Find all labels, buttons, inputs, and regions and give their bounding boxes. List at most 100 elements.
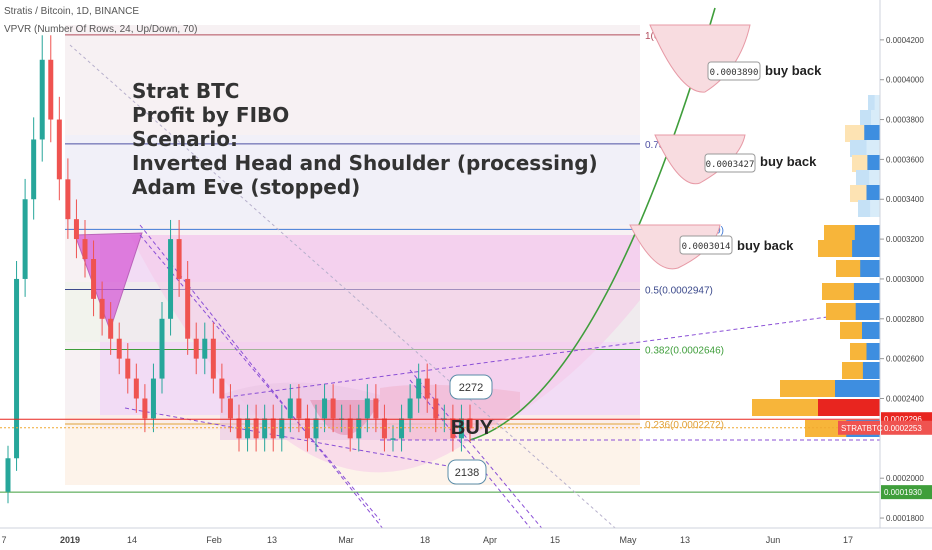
annotation-line-2: Profit by FIBO [132,103,289,127]
buy-back-price-box-2 [704,153,756,173]
x-tick-label-11: Jun [766,535,781,545]
vp-row-up-5 [869,170,880,187]
candle-body-19 [168,239,174,319]
candle-body-2 [22,199,28,279]
vp-row-up-11 [853,283,880,300]
buy-back-price-1: 0.0003890 [710,68,759,78]
shoulder-dip [310,400,380,435]
candle-body-15 [133,378,139,399]
vp-row-up-2 [864,125,880,142]
buy-back-price-2: 0.0003427 [706,160,755,170]
right-down-1 [409,379,541,541]
candle-body-16 [142,398,148,419]
candle-body-21 [185,278,191,339]
vp-row-up-8 [854,225,880,242]
candle-body-50 [433,398,439,419]
down-trend-1 [139,224,401,550]
vp-row-up-10 [860,260,880,277]
indicator-title[interactable]: VPVR (Number Of Rows, 24, Up/Down, 70) [4,24,197,35]
y-axis-ticks: 0.0004200 0.0004000 0.0003800 0.0003600 0.00… [880,36,924,523]
price-tag-label-2: 0.0001930 [884,488,922,497]
y-tick-label-9: 0.0002400 [886,394,924,403]
candle-body-34 [296,398,302,419]
vp-row-up-15 [862,362,880,379]
candle-body-47 [407,398,413,419]
annotation-line-5: Adam Eve (stopped) [132,175,360,199]
y-tick-label-10: 0.0002000 [886,474,924,483]
annotation-line-4: Inverted Head and Shoulder (processing) [132,151,598,175]
candle-body-23 [202,338,208,359]
candle-body-37 [322,398,328,419]
vp-row-up-3 [866,140,880,157]
symbol-title[interactable]: Stratis / Bitcoin, 1D, BINANCE [4,6,139,17]
candle-body-25 [219,378,225,399]
y-tick-label-7: 0.0002800 [886,315,924,324]
buy-back-callout-2: 0.0003427 buy back [704,153,817,173]
candle-body-9 [82,239,88,260]
candle-body-4 [39,59,45,140]
candle-body-35 [304,418,310,439]
x-tick-label-3: Feb [206,535,222,545]
x-tick-label-5: Mar [338,535,354,545]
price-tag-label-1: 0.0002253 [884,424,922,433]
candle-body-14 [125,358,131,379]
x-axis-ticks: 7 2019 14 Feb 13 Mar 18 Apr 15 May 13 Jun 17 [1,535,853,545]
y-axis-panel[interactable] [880,0,932,528]
candle-body-7 [65,179,71,220]
callout-2272: 2272 [459,382,483,394]
candle-body-3 [31,139,37,200]
price-tag-1 [881,420,932,435]
buy-back-callout-1: 0.0003890 buy back [707,61,822,81]
y-tick-label-3: 0.0003600 [886,155,924,164]
candle-body-33 [287,398,293,419]
support-line [124,407,471,471]
y-tick-label-0: 0.0004200 [886,36,924,45]
x-tick-label-7: Apr [483,535,497,545]
x-tick-label-10: 13 [680,535,690,545]
vp-row-up-0 [874,95,880,112]
candle-body-12 [108,318,114,339]
candle-body-48 [416,378,422,399]
candle-body-1 [14,278,20,459]
candle-body-11 [99,298,105,319]
symbol-tag-label: STRATBTC [841,424,883,433]
trend-lines [124,224,881,550]
buy-back-arc-2 [654,134,746,185]
fib-zone-upper [65,135,640,225]
candle-body-13 [116,338,122,359]
candle-body-0 [5,458,11,492]
candle-body-43 [373,398,379,419]
buy-back-label-3: buy back [737,238,794,253]
neckline [219,309,881,399]
vp-row-up-9 [852,240,880,257]
candle-body-38 [330,398,336,419]
candle-body-52 [450,418,456,439]
candle-body-40 [347,418,353,439]
buy-back-price-box-1 [707,61,761,81]
x-axis-panel[interactable] [0,528,880,550]
candle-body-29 [253,418,259,439]
symbol-tag [838,420,880,435]
candle-body-46 [399,418,405,439]
candle-body-45 [390,438,396,440]
x-tick-label-12: 17 [843,535,853,545]
buy-back-price-3: 0.0003014 [682,242,731,252]
vp-row-up-6 [866,185,880,202]
volume-profile [752,95,880,437]
candle-body-32 [279,418,285,439]
buy-back-callout-3: 0.0003014 buy back [679,235,794,255]
annotation-line-3: Scenario: [132,127,238,151]
annotation-line-1: Strat BTC [132,79,239,103]
vp-poc [818,399,880,416]
candle-body-6 [56,119,62,180]
buy-back-label-2: buy back [760,154,817,169]
candle-body-44 [381,418,387,439]
down-trend-2 [139,234,381,521]
vp-row-up-4 [867,155,880,172]
fib-label-3: 0.5(0.0002947) [645,286,713,297]
x-tick-label-1: 2019 [60,535,80,545]
callout-2272-box [449,374,493,400]
